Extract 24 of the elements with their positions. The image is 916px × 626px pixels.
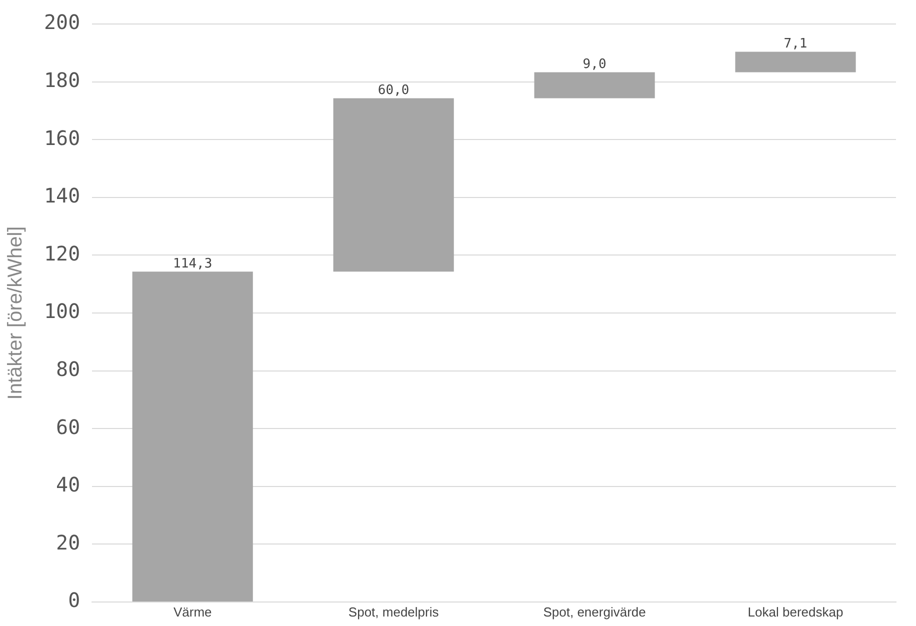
y-axis-title: Intäkter [öre/kWhel] xyxy=(4,226,27,400)
y-tick-label: 120 xyxy=(44,241,80,266)
y-tick-label: 80 xyxy=(56,357,80,382)
x-tick-label: Lokal beredskap xyxy=(748,604,844,620)
data-label: 60,0 xyxy=(378,83,410,98)
y-tick-label: 100 xyxy=(44,299,80,324)
y-tick-label: 200 xyxy=(44,10,80,34)
y-tick-label: 140 xyxy=(44,184,80,208)
y-tick-label: 60 xyxy=(56,414,80,439)
bar xyxy=(735,52,856,72)
y-tick-label: 160 xyxy=(44,126,80,150)
x-tick-label: Spot, energivärde xyxy=(543,604,646,620)
y-tick-label: 180 xyxy=(44,68,80,92)
y-tick-label: 0 xyxy=(68,588,80,612)
x-tick-label: Värme xyxy=(173,604,212,620)
x-tick-label: Spot, medelpris xyxy=(348,604,440,620)
data-label: 114,3 xyxy=(173,256,212,272)
bar xyxy=(132,272,253,602)
y-tick-label: 40 xyxy=(56,472,80,497)
bar xyxy=(534,72,655,98)
y-tick-label: 20 xyxy=(56,530,80,554)
data-label: 7,1 xyxy=(784,36,808,52)
data-label: 9,0 xyxy=(582,57,606,72)
bar xyxy=(333,98,454,272)
